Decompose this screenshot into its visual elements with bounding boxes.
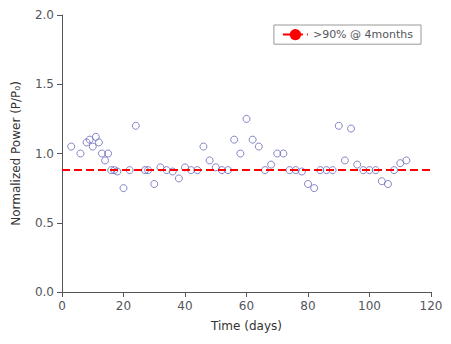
svg-text:120: 120 [420, 299, 443, 313]
svg-text:Time (days): Time (days) [210, 319, 282, 333]
svg-text:0.5: 0.5 [35, 216, 54, 230]
svg-text:Normalized Power (P/P₀): Normalized Power (P/P₀) [9, 81, 23, 226]
svg-text:1.0: 1.0 [35, 147, 54, 161]
svg-text:60: 60 [239, 299, 254, 313]
svg-text:0: 0 [58, 299, 66, 313]
svg-text:2.0: 2.0 [35, 8, 54, 22]
svg-text:0.0: 0.0 [35, 285, 54, 299]
svg-text:20: 20 [116, 299, 131, 313]
svg-text:100: 100 [358, 299, 381, 313]
svg-text:1.5: 1.5 [35, 77, 54, 91]
svg-text:80: 80 [300, 299, 315, 313]
svg-text:>90% @ 4months: >90% @ 4months [313, 28, 413, 41]
svg-text:40: 40 [177, 299, 192, 313]
